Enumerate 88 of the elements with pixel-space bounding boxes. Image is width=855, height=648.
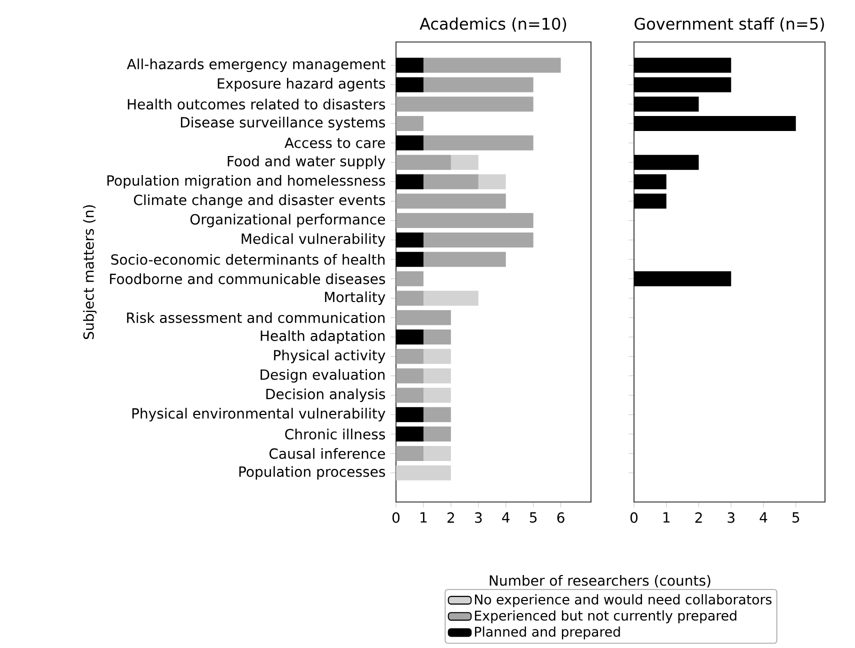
- y-tick-label: Causal inference: [270, 448, 385, 459]
- x-tick-label: 5: [792, 512, 800, 523]
- y-tick-label: Organizational performance: [190, 214, 385, 228]
- bar: [396, 271, 424, 286]
- bar: [396, 465, 451, 480]
- y-tick-label: Design evaluation: [260, 369, 384, 383]
- bar: [634, 154, 699, 170]
- bar: [396, 407, 424, 422]
- bar: [396, 213, 534, 228]
- x-tick-label: 6: [557, 512, 564, 523]
- x-axis-title: Number of researchers (counts): [490, 574, 710, 588]
- x-tick-label: 1: [420, 512, 427, 523]
- bar: [396, 348, 424, 364]
- y-tick-label: Physical environmental vulnerability: [132, 408, 386, 422]
- y-tick-label: Medical vulnerability: [242, 233, 386, 247]
- bar: [396, 446, 424, 461]
- y-tick-label: Chronic illness: [285, 428, 386, 440]
- bar: [634, 58, 732, 73]
- bar: [634, 77, 732, 92]
- y-tick-label: Health adaptation: [260, 330, 385, 344]
- y-tick-label: Food and water supply: [228, 156, 386, 170]
- bar: [423, 252, 506, 267]
- bar: [423, 368, 451, 384]
- bar: [396, 252, 424, 267]
- x-tick-label: 5: [530, 512, 537, 523]
- x-tick-label: 3: [728, 512, 734, 523]
- y-tick-label: Population processes: [239, 466, 386, 480]
- bar: [634, 96, 699, 112]
- bar: [423, 426, 451, 442]
- bar: [423, 174, 478, 190]
- y-tick-label: All-hazards emergency management: [126, 58, 386, 72]
- bar: [396, 77, 424, 92]
- y-tick-label: Exposure hazard agents: [218, 78, 386, 92]
- bar: [423, 407, 451, 422]
- bar: [423, 388, 451, 403]
- legend-label: Experienced but not currently prepared: [474, 610, 736, 624]
- bar: [423, 330, 451, 345]
- y-tick-label: Access to care: [284, 138, 385, 148]
- bar: [423, 446, 451, 461]
- legend-label: Planned and prepared: [474, 626, 620, 640]
- x-tick-label: 4: [760, 512, 768, 523]
- y-tick-label: Risk assessment and communication: [127, 312, 385, 324]
- x-tick-label: 0: [392, 512, 400, 523]
- x-tick-label: 3: [475, 512, 482, 523]
- y-tick-label: Health outcomes related to disasters: [128, 98, 386, 110]
- bar: [450, 154, 478, 170]
- bar: [396, 232, 424, 248]
- y-tick-label: Physical activity: [274, 350, 386, 364]
- y-tick-label: Socio-economic determinants of health: [111, 254, 385, 265]
- bar: [396, 116, 424, 132]
- y-tick-label: Population migration and homelessness: [107, 174, 386, 189]
- bar: [423, 290, 478, 306]
- y-tick-label: Decision analysis: [266, 388, 386, 402]
- x-tick-label: 2: [695, 512, 702, 523]
- legend-label: No experience and would need collaborators: [474, 594, 772, 608]
- bar: [396, 194, 506, 209]
- x-tick-label: 2: [448, 512, 454, 523]
- chart-title: Government staff (n=5): [634, 17, 824, 32]
- x-tick-label: 1: [663, 512, 670, 523]
- bar: [396, 310, 451, 326]
- bar: [423, 135, 534, 150]
- bar: [396, 154, 451, 170]
- bar: [396, 58, 424, 73]
- bar: [423, 58, 561, 73]
- bar: [634, 174, 666, 190]
- bar: [396, 368, 424, 384]
- bar: [396, 96, 534, 112]
- bar: [634, 271, 732, 286]
- bar: [634, 116, 796, 132]
- y-axis-title: Subject matters (n): [83, 205, 97, 340]
- x-tick-label: 4: [502, 512, 510, 523]
- bar: [396, 330, 424, 345]
- bar: [396, 174, 424, 190]
- bar: [396, 135, 424, 150]
- bar: [634, 194, 666, 209]
- bar: [478, 174, 506, 190]
- bar: [423, 348, 451, 364]
- bar: [396, 388, 424, 403]
- bar: [396, 426, 424, 442]
- y-tick-label: Disease surveillance systems: [180, 116, 386, 130]
- x-tick-label: 0: [630, 512, 638, 523]
- y-tick-label: Foodborne and communicable diseases: [110, 273, 386, 284]
- bar: [396, 290, 424, 306]
- y-tick-label: Climate change and disaster events: [134, 194, 386, 208]
- chart-title: Academics (n=10): [420, 17, 566, 32]
- bar: [423, 232, 534, 248]
- y-tick-label: Mortality: [325, 291, 386, 305]
- bar: [423, 77, 534, 92]
